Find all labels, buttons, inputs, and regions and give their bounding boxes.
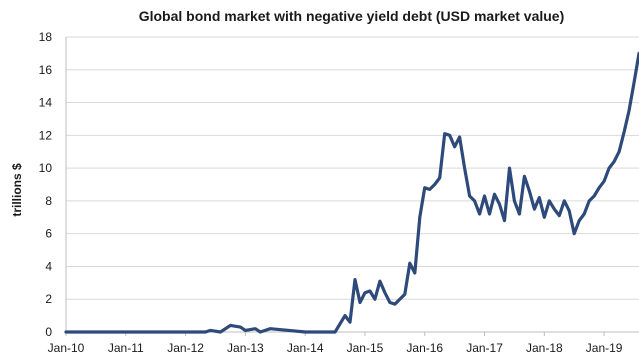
gridlines [66,36,639,300]
x-tick-label: Jan-19 [586,341,623,355]
y-tick-label: 10 [39,161,53,175]
x-tick-label: Jan-15 [347,341,384,355]
x-tick-label: Jan-18 [526,341,563,355]
y-tick-label: 12 [39,128,53,142]
y-tick-label: 8 [45,194,52,208]
y-tick-label: 6 [45,227,52,241]
y-tick-label: 0 [45,325,52,339]
x-tick-label: Jan-10 [48,341,85,355]
x-tick-label: Jan-14 [287,341,324,355]
chart-title: Global bond market with negative yield d… [138,8,565,24]
y-tick-label: 14 [39,96,53,110]
x-tick-label: Jan-11 [108,341,144,355]
tick-labels: 0 2 4 6 8 10 12 14 16 18 Jan-10 Jan-11 Jan-12 Jan-13 J… [39,30,623,355]
y-tick-label: 18 [39,30,53,44]
x-tick-label: Jan-13 [227,341,264,355]
series-line-0 [64,51,639,334]
y-tick-label: 4 [45,259,52,273]
x-tick-label: Jan-12 [167,341,204,355]
y-tick-label: 2 [45,292,52,306]
series-layer [64,51,639,334]
x-tick-label: Jan-16 [406,341,443,355]
x-tick-label: Jan-17 [466,341,503,355]
y-axis-label: trillions $ [10,163,24,217]
y-tick-label: 16 [39,63,53,77]
